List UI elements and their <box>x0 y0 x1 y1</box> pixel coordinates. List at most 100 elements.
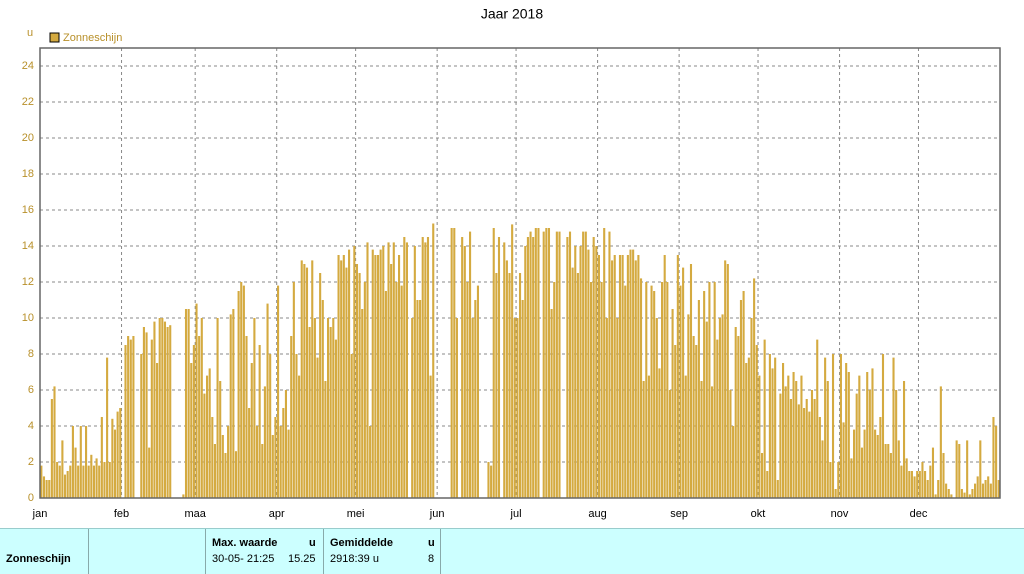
bar <box>413 246 416 498</box>
bar <box>284 390 288 498</box>
bar <box>250 363 253 498</box>
bar <box>921 462 924 498</box>
x-tick-label: mei <box>347 508 365 520</box>
bar <box>750 318 753 498</box>
bar <box>132 336 135 498</box>
bar <box>369 426 372 498</box>
bar <box>390 264 393 498</box>
legend-label: Zonneschijn <box>63 32 122 44</box>
bar <box>966 440 969 498</box>
bar <box>558 231 561 498</box>
bar <box>469 231 472 498</box>
bar <box>240 282 243 498</box>
bar <box>182 494 185 498</box>
bar <box>666 282 669 498</box>
bar <box>263 386 266 498</box>
bar <box>119 408 122 498</box>
bar <box>227 426 230 498</box>
bar <box>295 354 298 498</box>
bar <box>676 255 679 498</box>
bar <box>847 372 850 498</box>
bar <box>900 465 903 498</box>
bar <box>208 368 211 498</box>
bar <box>816 339 819 498</box>
bar <box>403 237 406 498</box>
x-tick-label: jul <box>510 508 522 520</box>
bar <box>316 357 319 498</box>
bar <box>831 354 835 498</box>
bar <box>205 375 209 498</box>
bar <box>353 246 356 498</box>
bar <box>547 228 551 498</box>
bar <box>550 309 553 498</box>
bar <box>255 426 259 498</box>
bar <box>595 246 598 498</box>
bar <box>971 489 974 498</box>
bar <box>658 368 661 498</box>
bar <box>161 318 164 498</box>
bar <box>979 440 982 498</box>
bar <box>810 390 814 498</box>
bar <box>987 476 990 498</box>
bar <box>471 318 474 498</box>
bar <box>763 339 766 498</box>
bar <box>221 435 224 498</box>
bar <box>313 318 316 498</box>
bar <box>511 224 514 498</box>
bar <box>960 489 963 498</box>
bar <box>768 354 771 498</box>
bar <box>203 393 206 498</box>
bar <box>797 404 800 498</box>
bar <box>366 242 369 498</box>
bar <box>931 447 935 498</box>
bar <box>237 291 240 498</box>
bar <box>584 231 587 498</box>
bar <box>242 285 245 498</box>
bar <box>771 368 774 498</box>
bar <box>845 363 848 498</box>
bar <box>545 228 548 498</box>
bar <box>111 418 114 498</box>
bar <box>103 462 106 498</box>
cell: 15.25 <box>288 553 316 565</box>
bar <box>40 465 43 498</box>
bar <box>166 327 169 498</box>
bar <box>526 237 529 498</box>
bar <box>571 267 574 498</box>
bar <box>69 465 72 498</box>
bar <box>692 336 695 498</box>
bar <box>116 411 119 498</box>
x-tick-label: dec <box>910 508 928 520</box>
bar <box>58 465 61 498</box>
bar <box>876 435 879 498</box>
bar <box>958 444 961 498</box>
bar <box>198 336 201 498</box>
bar <box>508 273 511 498</box>
y-tick-label: 10 <box>22 312 34 324</box>
bar <box>424 242 427 498</box>
bar <box>950 494 953 498</box>
bar <box>113 429 117 498</box>
bar <box>795 381 798 498</box>
bar <box>474 300 477 498</box>
y-tick-label: 16 <box>22 204 34 216</box>
bar <box>863 429 866 498</box>
bar <box>929 465 932 498</box>
bar <box>85 426 88 498</box>
bar <box>342 255 345 498</box>
bar <box>647 375 650 498</box>
bar <box>98 465 101 498</box>
bar <box>308 327 311 498</box>
bar <box>682 267 685 498</box>
bar <box>710 386 714 498</box>
bar <box>839 354 842 498</box>
col-divider <box>440 529 441 574</box>
bar <box>684 375 687 498</box>
col-divider <box>205 529 206 574</box>
bar <box>758 375 761 498</box>
chart: Jaar 2018 u Zonneschijn 0246810121416182… <box>22 6 1001 520</box>
bar <box>371 249 374 498</box>
bar <box>248 408 251 498</box>
unit: u <box>309 537 316 549</box>
